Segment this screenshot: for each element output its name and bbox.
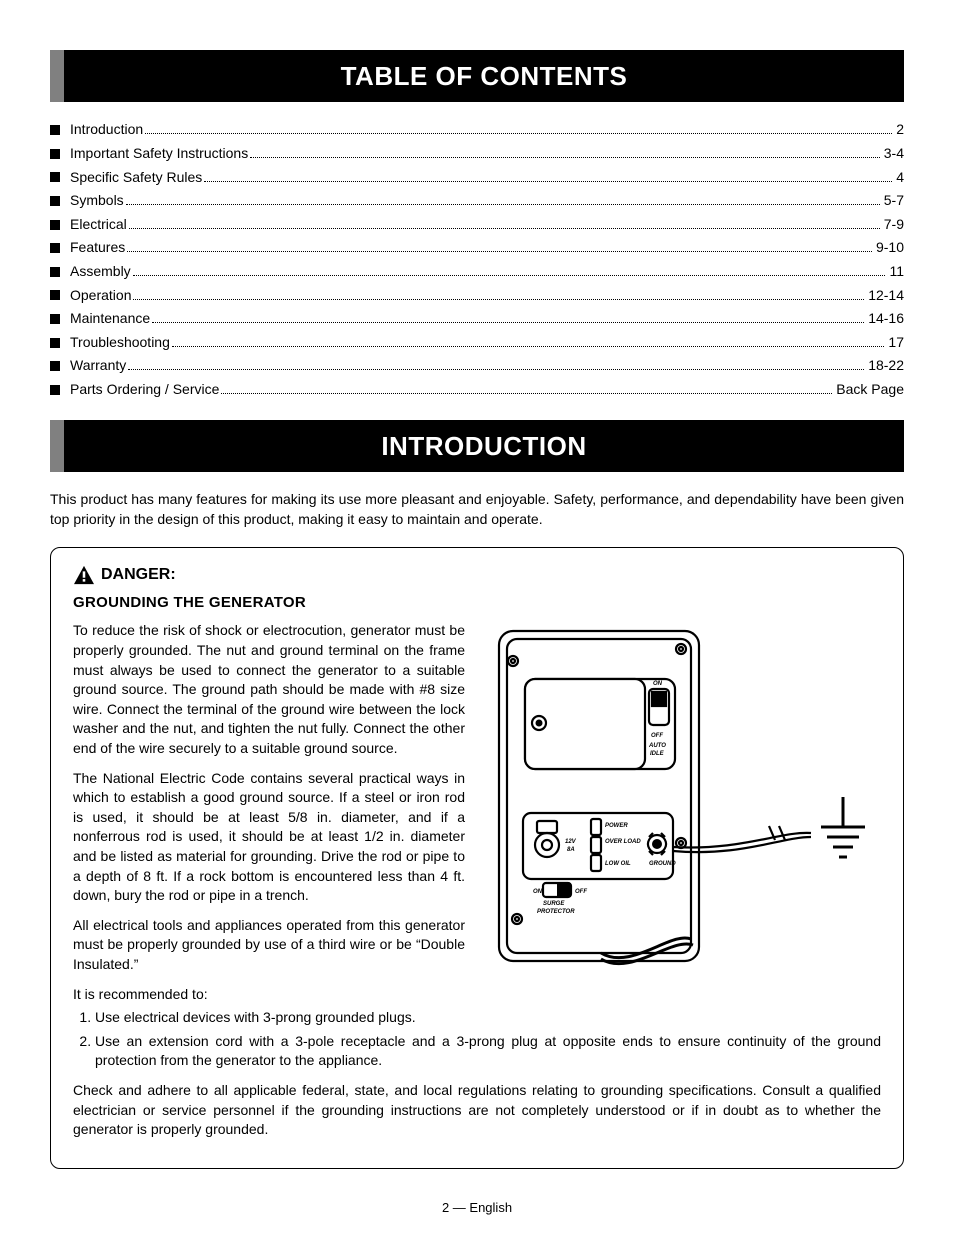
toc-page: 12-14	[868, 286, 904, 306]
toc-dot-leader	[129, 215, 880, 229]
toc-row: Specific Safety Rules 4	[50, 168, 904, 188]
toc-bullet-icon	[50, 385, 60, 395]
toc-row: Symbols 5-7	[50, 191, 904, 211]
toc-dot-leader	[172, 333, 885, 347]
recommendation-item-2: Use an extension cord with a 3-pole rece…	[95, 1032, 881, 1071]
toc-dot-leader	[128, 356, 864, 370]
svg-text:SURGE: SURGE	[543, 901, 565, 907]
toc-bullet-icon	[50, 220, 60, 230]
toc-row: Features 9-10	[50, 238, 904, 258]
toc-page: 2	[896, 120, 904, 140]
toc-dot-leader	[126, 191, 880, 205]
toc-label: Features	[70, 238, 125, 258]
svg-text:12V: 12V	[565, 839, 577, 845]
toc-dot-leader	[221, 380, 832, 394]
toc-dot-leader	[145, 120, 892, 134]
toc-page: 7-9	[884, 215, 904, 235]
section-header-toc: TABLE OF CONTENTS	[50, 50, 904, 102]
svg-text:OFF: OFF	[575, 889, 587, 895]
toc-page: 14-16	[868, 309, 904, 329]
toc-bullet-icon	[50, 267, 60, 277]
danger-label: DANGER:	[73, 564, 881, 586]
toc-row: Electrical 7-9	[50, 215, 904, 235]
toc-bullet-icon	[50, 125, 60, 135]
toc-row: Operation 12-14	[50, 286, 904, 306]
toc-page: 9-10	[876, 238, 904, 258]
toc-dot-leader	[133, 286, 864, 300]
toc-row: Maintenance 14-16	[50, 309, 904, 329]
toc-page: 11	[889, 262, 904, 282]
toc-label: Electrical	[70, 215, 127, 235]
danger-subtitle: GROUNDING THE GENERATOR	[73, 592, 881, 613]
generator-panel-illustration: ON OFF AUTO IDLE POWER OVER LOAD LOW OIL…	[481, 621, 881, 981]
svg-text:OVER LOAD: OVER LOAD	[605, 839, 641, 845]
toc-dot-leader	[133, 262, 886, 276]
toc-label: Parts Ordering / Service	[70, 380, 219, 400]
toc-dot-leader	[152, 309, 864, 323]
svg-text:GROUND: GROUND	[649, 861, 676, 867]
toc-label: Specific Safety Rules	[70, 168, 202, 188]
danger-rec-intro: It is recommended to:	[73, 985, 881, 1005]
toc-row: Important Safety Instructions 3-4	[50, 144, 904, 164]
toc-row: Introduction 2	[50, 120, 904, 140]
toc-page: 3-4	[884, 144, 904, 164]
toc-bullet-icon	[50, 314, 60, 324]
warning-triangle-icon	[73, 565, 95, 585]
toc-bullet-icon	[50, 243, 60, 253]
toc-label: Operation	[70, 286, 131, 306]
toc-page: 4	[896, 168, 904, 188]
svg-text:IDLE: IDLE	[650, 751, 665, 757]
svg-text:PROTECTOR: PROTECTOR	[537, 909, 575, 915]
toc-dot-leader	[127, 238, 872, 252]
toc-label: Symbols	[70, 191, 124, 211]
recommendation-list: Use electrical devices with 3-prong grou…	[73, 1008, 881, 1071]
toc-bullet-icon	[50, 196, 60, 206]
svg-text:ON: ON	[653, 681, 663, 687]
danger-paragraph-4: Check and adhere to all applicable feder…	[73, 1081, 881, 1140]
svg-text:OFF: OFF	[651, 733, 663, 739]
toc-label: Maintenance	[70, 309, 150, 329]
danger-label-text: DANGER:	[101, 564, 176, 586]
section-header-intro: INTRODUCTION	[50, 420, 904, 472]
toc-label: Important Safety Instructions	[70, 144, 248, 164]
toc-label: Assembly	[70, 262, 131, 282]
recommendation-item-1: Use electrical devices with 3-prong grou…	[95, 1008, 881, 1028]
toc-page: 18-22	[868, 356, 904, 376]
svg-text:8A: 8A	[567, 847, 575, 853]
toc-row: Parts Ordering / Service Back Page	[50, 380, 904, 400]
danger-box: DANGER: GROUNDING THE GENERATOR	[50, 547, 904, 1169]
toc-dot-leader	[204, 168, 892, 182]
toc-label: Troubleshooting	[70, 333, 170, 353]
toc-label: Introduction	[70, 120, 143, 140]
toc-dot-leader	[250, 144, 880, 158]
toc-bullet-icon	[50, 338, 60, 348]
svg-text:LOW OIL: LOW OIL	[605, 861, 631, 867]
toc-bullet-icon	[50, 149, 60, 159]
svg-text:AUTO: AUTO	[648, 743, 666, 749]
toc-row: Troubleshooting 17	[50, 333, 904, 353]
toc-page: 5-7	[884, 191, 904, 211]
intro-paragraph: This product has many features for makin…	[50, 490, 904, 529]
toc-row: Assembly 11	[50, 262, 904, 282]
toc-page: Back Page	[836, 380, 904, 400]
toc-bullet-icon	[50, 290, 60, 300]
danger-body: ON OFF AUTO IDLE POWER OVER LOAD LOW OIL…	[73, 621, 881, 1149]
table-of-contents: Introduction 2 Important Safety Instructio…	[50, 120, 904, 399]
svg-text:POWER: POWER	[605, 823, 628, 829]
toc-label: Warranty	[70, 356, 126, 376]
toc-bullet-icon	[50, 361, 60, 371]
toc-row: Warranty 18-22	[50, 356, 904, 376]
svg-text:ON: ON	[533, 889, 543, 895]
page-footer: 2 — English	[50, 1199, 904, 1217]
toc-page: 17	[888, 333, 904, 353]
toc-bullet-icon	[50, 172, 60, 182]
